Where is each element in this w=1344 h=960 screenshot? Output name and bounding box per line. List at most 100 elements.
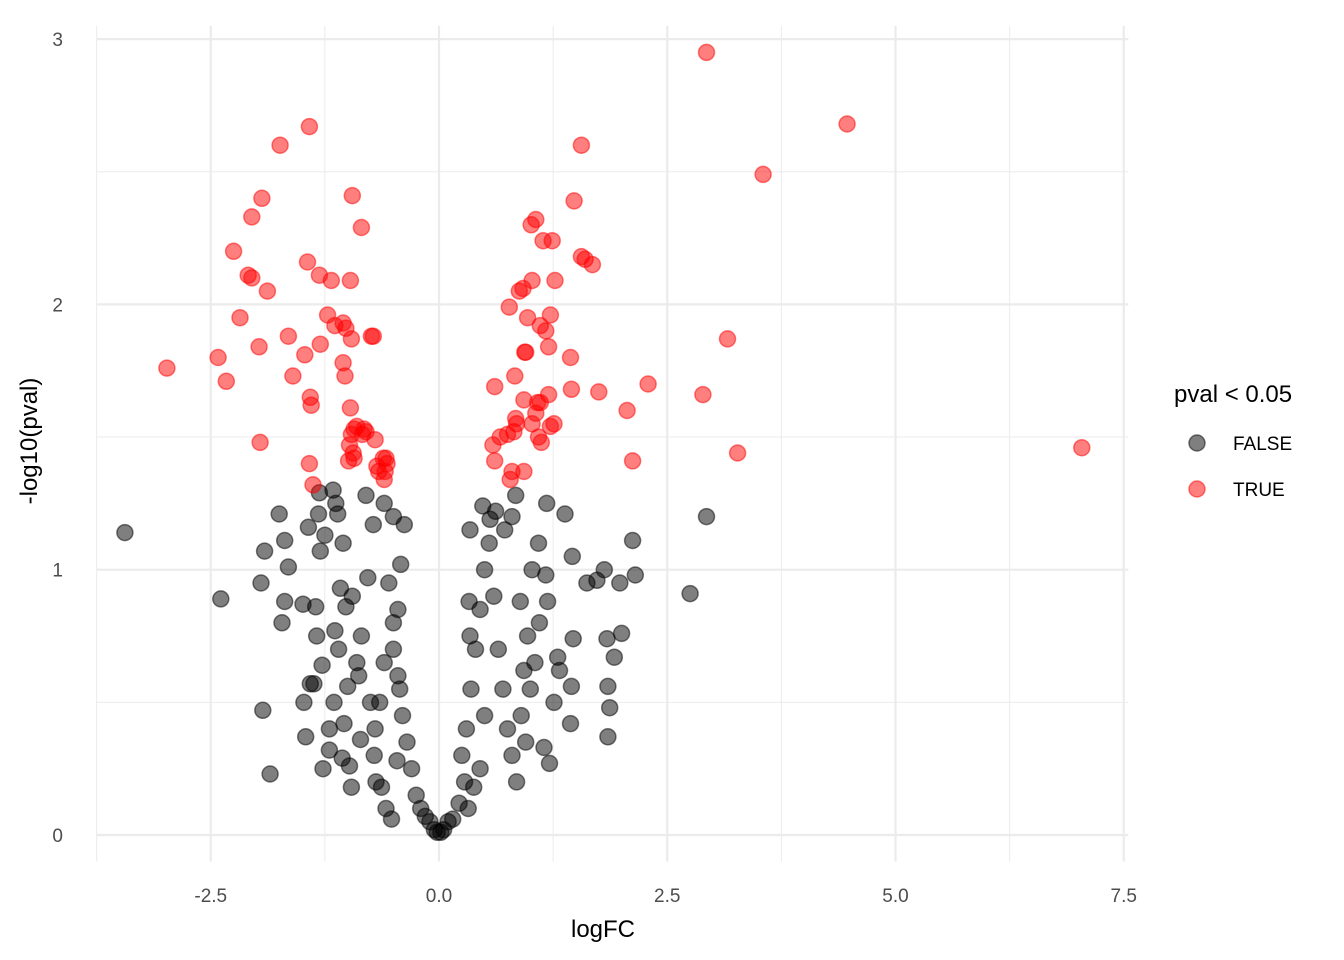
- data-point: [535, 738, 553, 757]
- data-point: [370, 693, 389, 712]
- x-axis-title: logFC: [571, 916, 635, 943]
- data-point: [398, 733, 416, 751]
- data-point: [541, 306, 560, 324]
- data-point: [480, 534, 498, 552]
- data-point: [298, 253, 317, 271]
- data-point: [457, 720, 476, 738]
- data-point: [352, 627, 371, 645]
- data-point: [279, 558, 298, 576]
- legend-key-false: [1188, 434, 1206, 452]
- data-point: [462, 680, 480, 698]
- data-point: [391, 555, 410, 574]
- data-point: [384, 640, 403, 659]
- data-point: [393, 706, 412, 725]
- data-point: [697, 507, 716, 526]
- data-point: [307, 627, 326, 645]
- data-point: [158, 359, 176, 377]
- data-point: [324, 481, 342, 499]
- data-point: [510, 282, 529, 300]
- data-point: [380, 574, 398, 592]
- data-point: [516, 343, 535, 361]
- data-point: [224, 242, 243, 261]
- data-point: [506, 367, 524, 385]
- data-point: [562, 380, 581, 399]
- data-point: [754, 165, 772, 184]
- data-point: [311, 542, 330, 560]
- x-tick-label: 2.5: [654, 886, 680, 907]
- data-point: [333, 749, 351, 767]
- y-axis-title: -log10(pval): [16, 378, 43, 505]
- data-point: [300, 117, 319, 136]
- data-point: [364, 327, 383, 345]
- data-point: [251, 433, 269, 452]
- data-point: [475, 560, 494, 579]
- data-point: [495, 521, 514, 539]
- data-point: [578, 574, 596, 592]
- data-point: [384, 614, 403, 632]
- data-point: [314, 759, 332, 778]
- data-point: [718, 330, 737, 348]
- y-tick-label: 0: [52, 826, 63, 847]
- data-point: [523, 560, 541, 579]
- data-point: [598, 629, 616, 648]
- data-point: [284, 367, 302, 385]
- data-point: [322, 271, 341, 290]
- data-point: [532, 433, 551, 452]
- data-point: [343, 587, 362, 605]
- data-point: [389, 667, 407, 685]
- data-point: [316, 526, 334, 544]
- data-point: [562, 677, 581, 696]
- data-point: [590, 383, 608, 401]
- data-point: [543, 231, 561, 250]
- x-axis-ticks: -2.5 0.0 2.5 5.0 7.5: [194, 886, 1137, 907]
- data-point: [498, 720, 517, 738]
- data-point: [583, 255, 602, 274]
- data-point: [116, 523, 134, 542]
- data-point: [348, 653, 366, 672]
- data-point: [375, 470, 393, 489]
- data-point: [494, 680, 512, 698]
- data-point: [611, 574, 629, 592]
- data-point: [565, 192, 583, 210]
- data-point: [375, 494, 393, 513]
- data-point: [270, 505, 288, 523]
- data-point: [503, 507, 521, 526]
- data-point: [1073, 438, 1091, 457]
- data-point: [481, 510, 499, 529]
- data-point: [515, 462, 533, 481]
- data-point: [279, 327, 298, 345]
- data-point: [623, 531, 642, 550]
- series-false: [116, 481, 716, 842]
- data-point: [334, 534, 352, 552]
- data-point: [326, 621, 344, 640]
- legend-title: pval < 0.05: [1174, 381, 1292, 408]
- data-point: [384, 507, 403, 526]
- data-point: [471, 600, 489, 619]
- data-point: [539, 338, 558, 356]
- data-point: [501, 470, 519, 489]
- data-point: [455, 773, 474, 791]
- y-axis-ticks: 0 1 2 3: [52, 30, 63, 847]
- data-point: [309, 505, 328, 523]
- data-point: [304, 476, 322, 494]
- data-point: [341, 271, 360, 290]
- data-point: [338, 677, 357, 696]
- data-point: [325, 693, 343, 712]
- data-point: [697, 43, 716, 62]
- data-point: [471, 759, 489, 778]
- data-point: [252, 574, 270, 592]
- data-point: [339, 452, 358, 470]
- data-point: [275, 592, 294, 611]
- legend-label-false: FALSE: [1233, 434, 1292, 455]
- data-point: [305, 675, 323, 693]
- y-tick-label: 3: [52, 30, 63, 51]
- data-point: [612, 624, 631, 643]
- data-point: [563, 547, 582, 566]
- legend-key-true: [1188, 480, 1206, 498]
- data-point: [351, 730, 370, 749]
- data-point: [231, 308, 249, 327]
- data-point: [365, 746, 383, 765]
- data-point: [328, 505, 347, 523]
- data-point: [273, 614, 291, 632]
